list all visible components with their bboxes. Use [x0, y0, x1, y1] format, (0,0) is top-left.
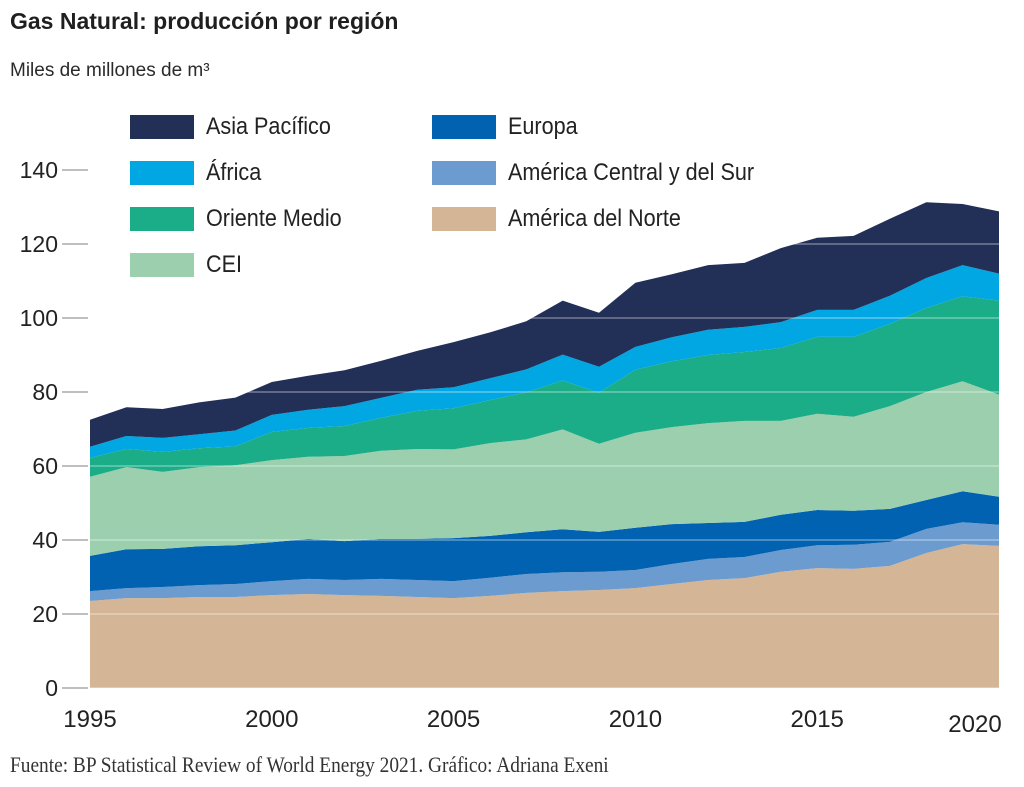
- legend-item-america-central-y-del-sur: América Central y del Sur: [432, 158, 781, 188]
- y-tick-label: 60: [32, 453, 58, 479]
- area-cei: [90, 381, 999, 556]
- legend-swatch: [130, 253, 194, 277]
- legend-label: Europa: [508, 113, 578, 140]
- y-axis-ticks: 0 20 40 60 80 100 120 140: [20, 157, 58, 701]
- x-axis-ticks: 1995 2000 2005 2010 2015 2020: [63, 706, 1001, 738]
- legend-item-africa: África: [130, 158, 267, 188]
- y-tick-label: 0: [45, 675, 58, 701]
- y-tick-label: 140: [20, 157, 58, 183]
- area-layer: [90, 202, 999, 688]
- legend-swatch: [432, 115, 496, 139]
- legend-item-asia-pacifico: Asia Pacífico: [130, 112, 345, 142]
- x-tick-label: 2010: [609, 706, 662, 733]
- legend-item-america-del-norte: América del Norte: [432, 204, 700, 234]
- legend-label: Oriente Medio: [206, 205, 342, 232]
- gridlines: [62, 169, 1000, 689]
- area-europa: [90, 491, 999, 592]
- legend: Asia Pacífico África Oriente Medio CEI Europ…: [130, 112, 850, 292]
- x-tick-label: 2000: [245, 706, 298, 733]
- legend-label: CEI: [206, 251, 243, 278]
- legend-swatch: [130, 115, 194, 139]
- legend-label: América del Norte: [508, 205, 681, 232]
- legend-item-europa: Europa: [432, 112, 585, 142]
- y-tick-label: 40: [32, 527, 58, 553]
- area-america-del-norte: [90, 544, 999, 688]
- source-note: Fuente: BP Statistical Review of World E…: [10, 752, 609, 777]
- y-tick-label: 20: [32, 601, 58, 627]
- y-tick-label: 100: [20, 305, 58, 331]
- legend-label: África: [206, 159, 262, 186]
- legend-item-cei: CEI: [130, 250, 246, 280]
- y-tick-label: 120: [20, 231, 58, 257]
- y-axis-unit-label: Miles de millones de m³: [10, 60, 210, 81]
- x-tick-label: 2015: [791, 706, 844, 733]
- area-oriente-medio: [90, 296, 999, 477]
- legend-label: América Central y del Sur: [508, 159, 755, 186]
- area-america-central-y-del-sur: [90, 522, 999, 601]
- legend-swatch: [130, 207, 194, 231]
- x-tick-label: 1995: [63, 706, 116, 733]
- legend-item-oriente-medio: Oriente Medio: [130, 204, 357, 234]
- legend-label: Asia Pacífico: [206, 113, 331, 140]
- x-tick-label: 2020: [948, 711, 1001, 738]
- area-asia-pacifico: [90, 202, 999, 447]
- legend-swatch: [130, 161, 194, 185]
- area-africa: [90, 265, 999, 458]
- legend-swatch: [432, 161, 496, 185]
- chart-title: Gas Natural: producción por región: [10, 8, 399, 34]
- legend-swatch: [432, 207, 496, 231]
- x-tick-label: 2005: [427, 706, 480, 733]
- y-tick-label: 80: [32, 379, 58, 405]
